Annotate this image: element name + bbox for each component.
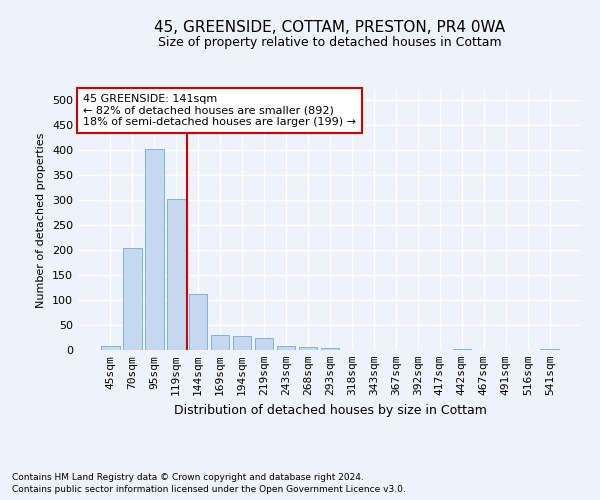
Bar [211, 335, 229, 350]
Bar [123, 248, 142, 350]
Bar [255, 338, 274, 350]
Bar [233, 336, 251, 350]
Bar [541, 348, 559, 350]
Text: Contains HM Land Registry data © Crown copyright and database right 2024.: Contains HM Land Registry data © Crown c… [12, 473, 364, 482]
Text: 45 GREENSIDE: 141sqm
← 82% of detached houses are smaller (892)
18% of semi-deta: 45 GREENSIDE: 141sqm ← 82% of detached h… [83, 94, 356, 127]
Bar [189, 294, 208, 350]
Bar [299, 347, 317, 350]
Bar [101, 346, 119, 350]
Y-axis label: Number of detached properties: Number of detached properties [37, 132, 46, 308]
Bar [145, 148, 164, 350]
X-axis label: Distribution of detached houses by size in Cottam: Distribution of detached houses by size … [173, 404, 487, 416]
Bar [277, 346, 295, 350]
Text: Contains public sector information licensed under the Open Government Licence v3: Contains public sector information licen… [12, 484, 406, 494]
Bar [167, 198, 185, 350]
Bar [452, 348, 471, 350]
Bar [320, 348, 340, 350]
Text: Size of property relative to detached houses in Cottam: Size of property relative to detached ho… [158, 36, 502, 49]
Text: 45, GREENSIDE, COTTAM, PRESTON, PR4 0WA: 45, GREENSIDE, COTTAM, PRESTON, PR4 0WA [154, 20, 506, 35]
